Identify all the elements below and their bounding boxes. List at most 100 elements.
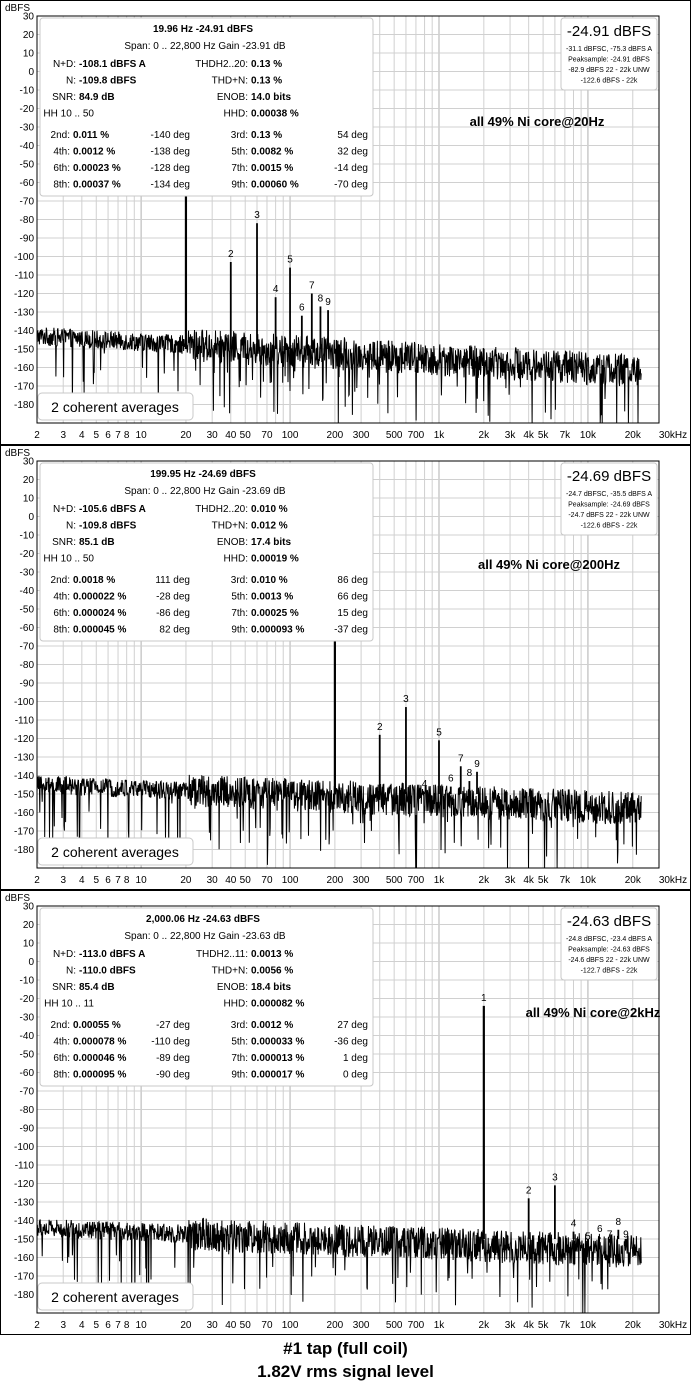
y-tick-label: -150 (14, 790, 34, 801)
harmonic-label-4: 4 (571, 1219, 577, 1230)
stats-header-freq: 199.95 Hz -24.69 dBFS (150, 469, 256, 480)
x-tick-label: 300 (353, 1320, 370, 1331)
harmonic-value: 0.000022 % (73, 592, 126, 603)
harmonic-name: 4th: (53, 1037, 70, 1048)
x-tick-label: 500 (386, 875, 403, 886)
y-axis-label: dBFS (5, 3, 30, 14)
stats-row-value: -109.8 dBFS (79, 76, 137, 87)
x-tick-label: 20 (180, 875, 192, 886)
stats-header-span: Span: 0 .. 22,800 Hz Gain -23.63 dB (124, 931, 286, 942)
y-tick-label: -90 (20, 679, 35, 690)
x-tick-label: 50 (240, 1320, 252, 1331)
y-tick-label: 30 (23, 457, 35, 468)
x-tick-label: 100 (282, 430, 299, 441)
harmonic-label-5: 5 (585, 1232, 591, 1243)
y-tick-label: -140 (14, 1216, 34, 1227)
y-tick-label: -100 (14, 252, 34, 263)
harmonic-label-5: 5 (436, 727, 442, 738)
y-tick-label: -160 (14, 363, 34, 374)
x-tick-label: 7k (560, 430, 572, 441)
x-tick-label: 10 (136, 1320, 148, 1331)
y-tick-label: -100 (14, 697, 34, 708)
y-tick-label: -160 (14, 1253, 34, 1264)
averages-box (37, 392, 194, 421)
harmonic-phase: 66 deg (337, 592, 368, 603)
stats-row-value: 18.4 bits (251, 982, 291, 993)
harmonic-label-8: 8 (467, 768, 473, 779)
stats-row-label: ENOB: (217, 537, 248, 548)
x-tick-label: 30kHz (659, 1320, 687, 1331)
averages-label: 2 coherent averages (51, 1289, 179, 1305)
y-tick-label: -50 (20, 160, 35, 171)
x-tick-label: 100 (282, 1320, 299, 1331)
x-tick-label: 30 (207, 875, 219, 886)
stats-row-label: THD+N: (212, 76, 248, 87)
y-tick-label: -20 (20, 994, 35, 1005)
chart-title: all 49% Ni core@20Hz (470, 114, 605, 129)
harmonic-label-1: 1 (481, 993, 487, 1004)
y-tick-label: -30 (20, 568, 35, 579)
x-tick-label: 1k (434, 430, 446, 441)
harmonic-value: 0.00060 % (251, 180, 299, 191)
harmonic-phase: 86 deg (337, 575, 368, 586)
harmonic-phase: 0 deg (343, 1070, 368, 1081)
y-tick-label: -100 (14, 1142, 34, 1153)
harmonic-label-7: 7 (309, 281, 315, 292)
x-tick-label: 20k (625, 430, 642, 441)
harmonic-label-5: 5 (287, 255, 293, 266)
level-value: -24.69 dBFS (567, 468, 651, 485)
stats-row-label: ENOB: (217, 92, 248, 103)
stats-row-value: 0.00038 % (251, 109, 299, 120)
stats-row-label: HHD: (224, 999, 248, 1010)
harmonic-label-7: 7 (458, 753, 464, 764)
harmonic-phase: 32 deg (337, 147, 368, 158)
y-axis-label: dBFS (5, 448, 30, 459)
plot-area (36, 905, 660, 1314)
x-tick-label: 50 (240, 875, 252, 886)
harmonic-phase: -14 deg (334, 163, 368, 174)
y-tick-label: -110 (15, 271, 35, 282)
stats-row-label: N+D: (53, 59, 76, 70)
harmonic-label-3: 3 (403, 694, 409, 705)
harmonic-label-4: 4 (422, 779, 428, 790)
spectrum-chart-2khz: 3020100-10-20-30-40-50-60-70-80-90-100-1… (0, 890, 691, 1335)
spectrum-panel-200hz: 30 20 10 0 -10 -20 -30 -40 -50 -60 -70 -80 -90 -100 -1… (0, 445, 691, 890)
harmonic-name: 9th: (231, 625, 248, 636)
harmonic-name: 5th: (231, 592, 248, 603)
harmonic-value: 0.0013 % (251, 592, 293, 603)
stats-row-value: 0.0056 % (251, 966, 293, 977)
x-tick-label: 10k (580, 1320, 597, 1331)
x-tick-label: 70 (261, 430, 273, 441)
y-tick-label: -20 (20, 549, 35, 560)
noise-trace (36, 327, 642, 424)
stats-row-value: 84.9 dB (79, 92, 115, 103)
y-tick-label: -20 (20, 104, 35, 115)
x-tick-label: 3k (505, 875, 517, 886)
x-tick-label: 100 (282, 875, 299, 886)
harmonic-name: 5th: (231, 147, 248, 158)
x-tick-label: 200 (327, 875, 344, 886)
harmonic-value: 0.0012 % (73, 147, 115, 158)
stats-row-label: THDH2..11: (196, 949, 248, 960)
level-detail: Peaksample: -24.63 dBFS (568, 947, 650, 954)
x-tick-label: 700 (408, 430, 425, 441)
y-tick-label: -60 (20, 1068, 35, 1079)
x-tick-label: 2 (34, 875, 40, 886)
harmonic-name: 8th: (53, 1070, 70, 1081)
stats-row-value: 0.0013 % (251, 949, 293, 960)
y-tick-label: -140 (14, 326, 34, 337)
x-tick-label: 7 (115, 430, 121, 441)
x-tick-label: 5 (93, 875, 99, 886)
y-tick-label: -110 (15, 716, 35, 727)
harmonic-value: 0.000095 % (73, 1070, 126, 1081)
stats-row-label: ENOB: (217, 982, 248, 993)
x-tick-label: 6 (105, 1320, 111, 1331)
noise-trace (36, 774, 642, 869)
harmonic-phase: 27 deg (337, 1020, 368, 1031)
x-tick-label: 8 (124, 875, 130, 886)
x-tick-label: 500 (386, 430, 403, 441)
stats-row-value: 85.1 dB (79, 537, 115, 548)
y-tick-label: -180 (14, 1290, 34, 1301)
x-tick-label: 2k (479, 1320, 491, 1331)
x-tick-label: 4 (79, 430, 85, 441)
